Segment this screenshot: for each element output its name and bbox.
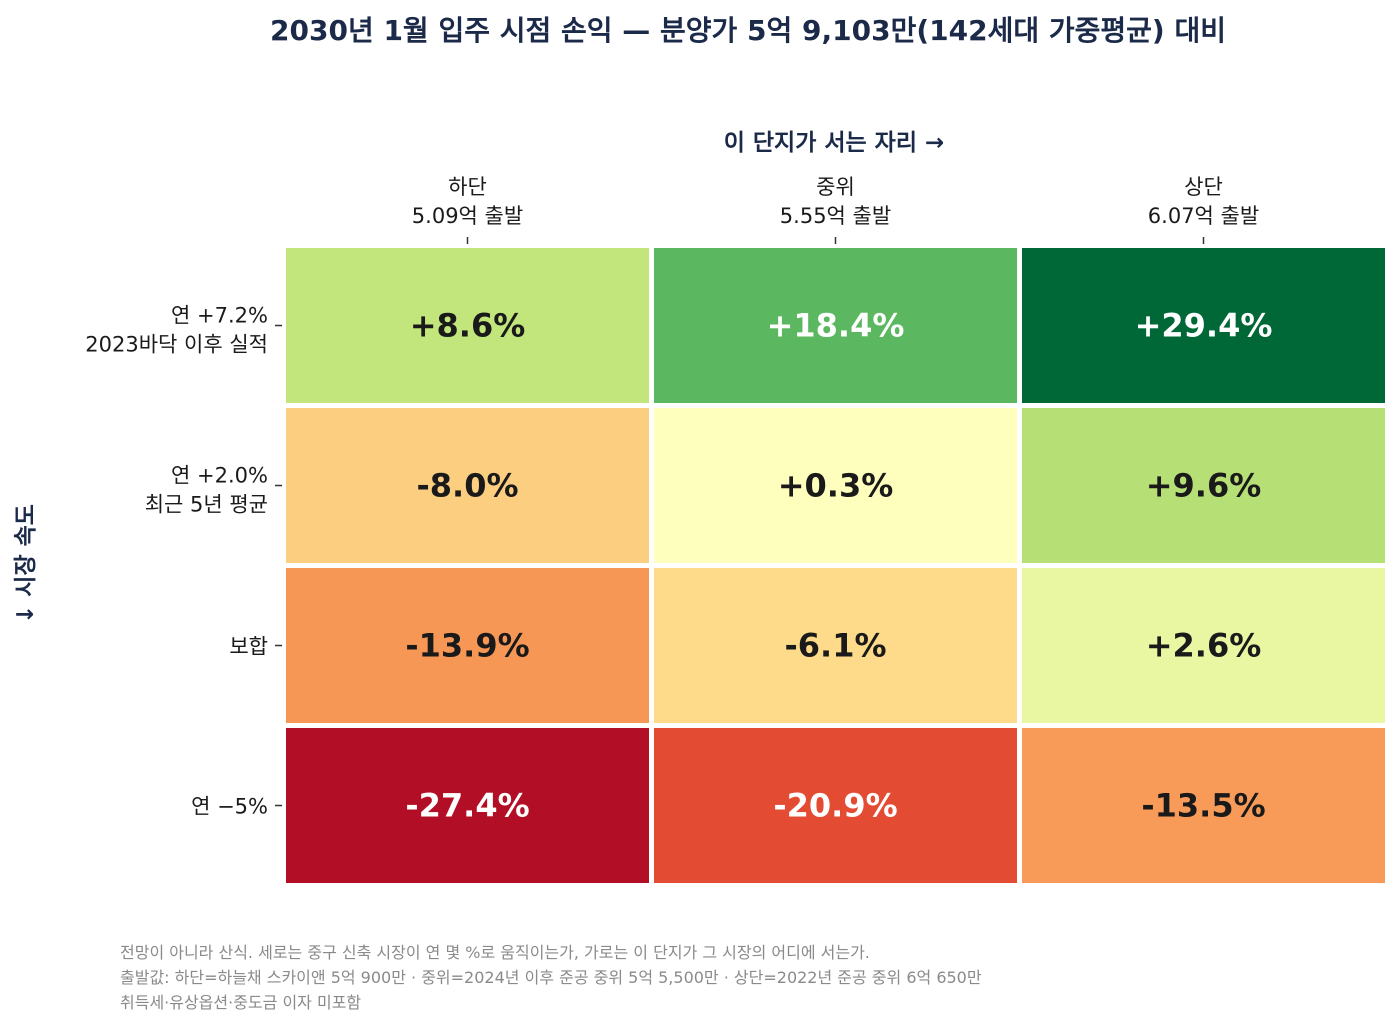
column-labels: 하단 5.09억 출발 중위 5.55억 출발 상단 6.07억 출발 <box>412 175 1259 244</box>
heatmap-cell <box>1022 408 1385 563</box>
column-label: 하단 <box>448 175 487 199</box>
heatmap-cell <box>654 248 1017 403</box>
column-sublabel: 5.55억 출발 <box>780 204 891 228</box>
y-axis-title: ↓ 시장 속도 <box>13 504 39 624</box>
heatmap-cell <box>286 568 649 723</box>
heatmap-cell <box>286 408 649 563</box>
cell-value-label: -20.9% <box>773 787 897 825</box>
heatmap-cell <box>654 568 1017 723</box>
cell-value-label: -8.0% <box>416 467 518 505</box>
heatmap-cell <box>286 248 649 403</box>
footnote-line: 출발값: 하단=하늘채 스카이앤 5억 900만 · 중위=2024년 이후 준… <box>120 968 982 987</box>
heatmap-cell <box>1022 728 1385 883</box>
row-label: 연 +7.2% <box>171 304 268 328</box>
cell-value-label: -6.1% <box>784 627 886 665</box>
footnote-line: 전망이 아니라 산식. 세로는 중구 신축 시장이 연 몇 %로 움직이는가, … <box>120 943 870 962</box>
cell-value-label: +8.6% <box>410 307 526 345</box>
column-sublabel: 5.09억 출발 <box>412 204 523 228</box>
heatmap-cell <box>286 728 649 883</box>
chart-title: 2030년 1월 입주 시점 손익 — 분양가 5억 9,103만(142세대 … <box>270 14 1226 47</box>
x-axis-title: 이 단지가 서는 자리 → <box>724 130 945 156</box>
heatmap-cell <box>654 408 1017 563</box>
row-label: 연 +2.0% <box>171 464 268 488</box>
footnotes: 전망이 아니라 산식. 세로는 중구 신축 시장이 연 몇 %로 움직이는가, … <box>120 940 1320 1015</box>
heatmap-cell <box>1022 248 1385 403</box>
column-sublabel: 6.07억 출발 <box>1148 204 1259 228</box>
heatmap-cell <box>654 728 1017 883</box>
heatmap-cell <box>1022 568 1385 723</box>
row-sublabel: 2023바닥 이후 실적 <box>85 333 268 357</box>
cell-value-label: +2.6% <box>1146 627 1262 665</box>
cell-value-label: +9.6% <box>1146 467 1262 505</box>
heatmap-cells: +8.6% +18.4% +29.4% -8.0% +0.3% +9.6% -13.9% -6… <box>286 248 1385 883</box>
cell-value-label: -13.9% <box>405 627 529 665</box>
cell-value-label: -13.5% <box>1141 787 1265 825</box>
row-label: 연 −5% <box>191 795 268 819</box>
row-label: 보합 <box>229 635 268 659</box>
row-sublabel: 최근 5년 평균 <box>145 493 268 517</box>
cell-value-label: +29.4% <box>1135 307 1273 345</box>
cell-value-label: +18.4% <box>767 307 905 345</box>
cell-value-label: -27.4% <box>405 787 529 825</box>
column-label: 상단 <box>1184 175 1223 199</box>
column-label: 중위 <box>816 175 855 199</box>
footnote-line: 취득세·유상옵션·중도금 이자 미포함 <box>120 993 362 1012</box>
cell-value-label: +0.3% <box>778 467 894 505</box>
